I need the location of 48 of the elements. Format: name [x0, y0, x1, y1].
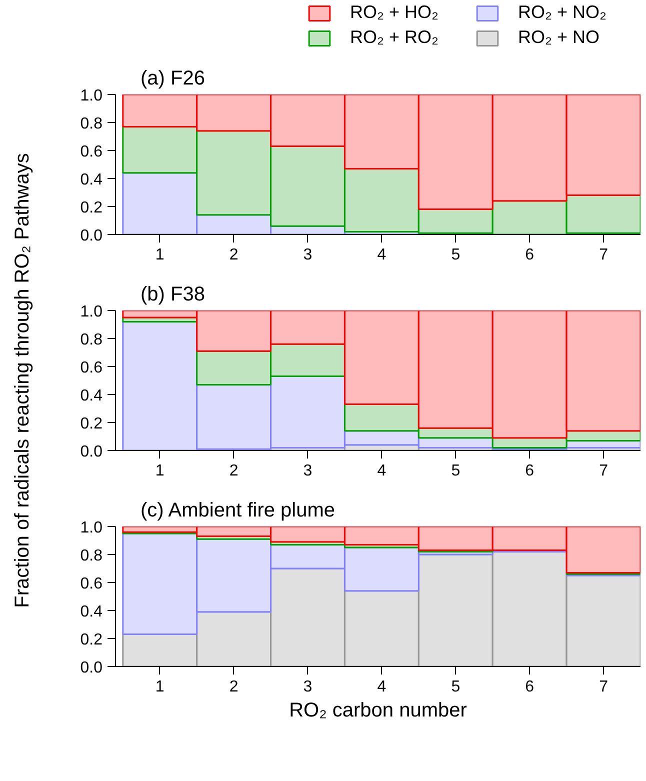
y-tick-label: 0.4: [80, 172, 103, 188]
y-tick-label: 0.0: [80, 660, 103, 676]
chart-title: (b) F38: [140, 284, 205, 306]
y-tick-label: 0.0: [80, 444, 103, 460]
chart-title: (a) F26: [140, 68, 205, 90]
x-tick-label: 7: [599, 462, 608, 480]
y-tick-label: 0.0: [80, 228, 103, 244]
x-tick-label: 1: [155, 462, 164, 480]
x-tick-label: 7: [599, 246, 608, 264]
x-axis-title: RO₂ carbon number: [289, 700, 468, 722]
chart-title: (c) Ambient fire plume: [140, 500, 336, 522]
x-tick-label: 4: [377, 246, 386, 264]
x-tick-label: 4: [377, 678, 386, 696]
y-axis-title: Fraction of radicals reacting through RO₂ Pathways: [12, 153, 34, 608]
x-tick-label: 3: [303, 462, 312, 480]
y-tick-label: 0.2: [80, 632, 103, 648]
y-tick-label: 1.0: [80, 520, 103, 536]
x-tick-label: 5: [451, 678, 460, 696]
y-tick-label: 0.4: [80, 388, 103, 404]
x-tick-label: 6: [525, 246, 534, 264]
y-tick-label: 0.4: [80, 604, 103, 620]
x-tick-label: 4: [377, 462, 386, 480]
y-tick-label: 1.0: [80, 304, 103, 320]
y-tick-label: 0.6: [80, 360, 103, 376]
y-tick-label: 0.6: [80, 576, 103, 592]
x-tick-label: 3: [303, 246, 312, 264]
x-tick-label: 1: [155, 246, 164, 264]
y-tick-label: 0.2: [80, 200, 103, 216]
y-tick-label: 0.8: [80, 548, 103, 564]
y-tick-label: 0.8: [80, 332, 103, 348]
legend-label: RO₂ + NO₂: [518, 2, 608, 23]
x-tick-label: 2: [229, 246, 238, 264]
y-tick-label: 1.0: [80, 88, 103, 104]
x-tick-label: 2: [229, 678, 238, 696]
x-tick-label: 5: [451, 246, 460, 264]
x-tick-label: 5: [451, 462, 460, 480]
legend-label: RO₂ + RO₂: [350, 27, 440, 48]
y-tick-label: 0.2: [80, 416, 103, 432]
x-tick-label: 7: [599, 678, 608, 696]
x-tick-label: 6: [525, 678, 534, 696]
legend-label: RO₂ + NO: [518, 27, 601, 48]
legend-label: RO₂ + HO₂: [350, 2, 440, 23]
x-tick-label: 2: [229, 462, 238, 480]
y-tick-label: 0.8: [80, 116, 103, 132]
x-tick-label: 1: [155, 678, 164, 696]
y-tick-label: 0.6: [80, 144, 103, 160]
x-tick-label: 6: [525, 462, 534, 480]
x-tick-label: 3: [303, 678, 312, 696]
